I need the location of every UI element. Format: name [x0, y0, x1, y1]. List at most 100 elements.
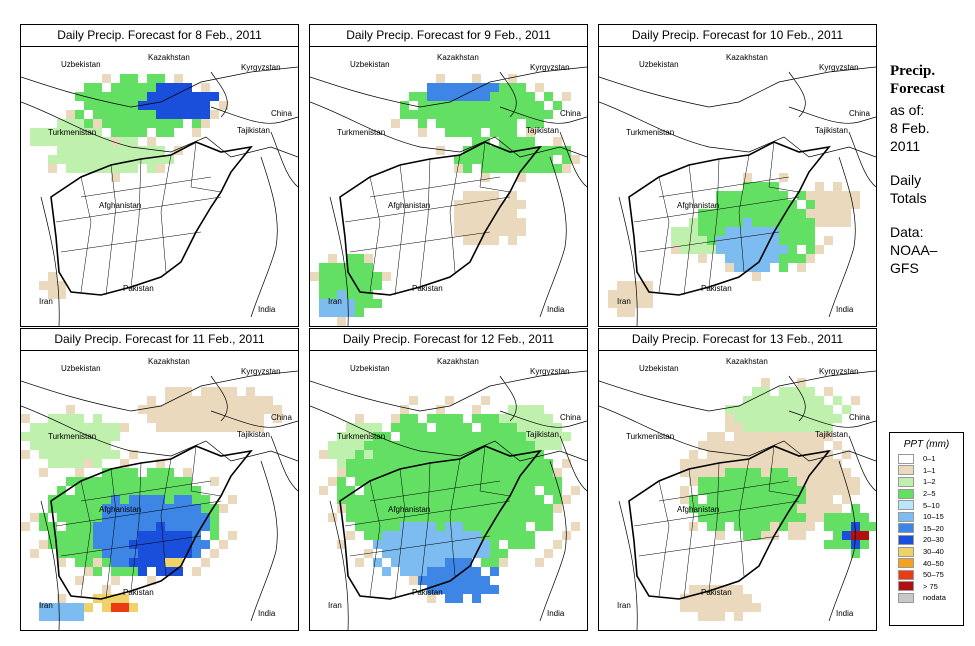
- precip-cell: [436, 83, 445, 92]
- precip-cell: [156, 110, 165, 119]
- precip-cell: [346, 459, 355, 468]
- precip-cell: [418, 441, 427, 450]
- precip-cell: [102, 594, 111, 603]
- precip-cell: [165, 396, 174, 405]
- precip-cell: [39, 522, 48, 531]
- precip-cell: [490, 513, 499, 522]
- precip-cell: [508, 191, 517, 200]
- precip-cell: [535, 558, 544, 567]
- precip-cell: [734, 603, 743, 612]
- precip-cell: [255, 405, 264, 414]
- precip-cell: [707, 236, 716, 245]
- precip-cell: [165, 468, 174, 477]
- precip-cell: [779, 414, 788, 423]
- precip-cell: [815, 209, 824, 218]
- legend-item: 1–1: [890, 465, 963, 477]
- legend-item: 20–30: [890, 534, 963, 546]
- precip-cell: [75, 164, 84, 173]
- precip-cell: [698, 236, 707, 245]
- precip-cell: [743, 495, 752, 504]
- country-label-india: India: [258, 609, 276, 618]
- precip-cell: [689, 468, 698, 477]
- precip-cell: [355, 468, 364, 477]
- precip-cell: [57, 281, 66, 290]
- precip-cell: [743, 459, 752, 468]
- precip-cell: [48, 459, 57, 468]
- precip-cell: [427, 549, 436, 558]
- precip-cell: [346, 495, 355, 504]
- precip-cell: [463, 227, 472, 236]
- precip-cell: [490, 110, 499, 119]
- precip-cell: [806, 486, 815, 495]
- precip-cell: [138, 110, 147, 119]
- precip-cell: [418, 531, 427, 540]
- precip-cell: [463, 504, 472, 513]
- precip-cell: [779, 209, 788, 218]
- precip-cell: [562, 146, 571, 155]
- precip-cell: [111, 549, 120, 558]
- precip-cell: [93, 522, 102, 531]
- precip-cell: [48, 612, 57, 621]
- precip-cell: [499, 522, 508, 531]
- precip-cell: [544, 459, 553, 468]
- province-borders: [344, 141, 511, 296]
- precip-cell: [156, 155, 165, 164]
- precip-cell: [797, 387, 806, 396]
- precip-cell: [472, 513, 481, 522]
- precip-cell: [120, 119, 129, 128]
- precip-cell: [752, 254, 761, 263]
- precip-cell: [824, 414, 833, 423]
- precip-cell: [761, 495, 770, 504]
- precip-cell: [743, 414, 752, 423]
- precip-cell: [364, 432, 373, 441]
- precip-cell: [156, 486, 165, 495]
- precip-cell: [716, 513, 725, 522]
- precip-cell: [201, 387, 210, 396]
- precip-cell: [788, 245, 797, 254]
- precip-cell: [779, 468, 788, 477]
- precip-cell: [445, 432, 454, 441]
- precip-cell: [201, 504, 210, 513]
- precip-cell: [770, 218, 779, 227]
- precip-cell: [734, 468, 743, 477]
- precip-cell: [382, 540, 391, 549]
- precip-cell: [75, 459, 84, 468]
- precip-cell: [129, 450, 138, 459]
- precip-cell: [472, 441, 481, 450]
- precip-cell: [716, 200, 725, 209]
- precip-cell: [192, 495, 201, 504]
- precip-cell: [797, 423, 806, 432]
- precip-cell: [734, 218, 743, 227]
- precip-cell: [93, 110, 102, 119]
- precip-cell: [364, 459, 373, 468]
- precip-cell: [147, 486, 156, 495]
- precip-cell: [165, 414, 174, 423]
- precip-cell: [508, 450, 517, 459]
- precip-cell: [75, 540, 84, 549]
- precip-cell: [698, 227, 707, 236]
- country-label-iran: Iran: [617, 601, 631, 610]
- precip-cell: [788, 227, 797, 236]
- precip-cell: [201, 558, 210, 567]
- precip-cell: [734, 459, 743, 468]
- precip-cell: [842, 191, 851, 200]
- precip-cell: [102, 101, 111, 110]
- country-label-china: China: [271, 109, 292, 118]
- precip-cell: [192, 486, 201, 495]
- country-label-tajikistan: Tajikistan: [815, 430, 848, 439]
- precip-cell: [698, 612, 707, 621]
- precip-cell: [499, 513, 508, 522]
- precip-cell: [192, 522, 201, 531]
- precip-cell: [57, 290, 66, 299]
- precip-cell: [463, 423, 472, 432]
- country-label-india: India: [547, 609, 565, 618]
- precip-cell: [779, 387, 788, 396]
- legend-item: 5–10: [890, 499, 963, 511]
- precip-cell: [472, 495, 481, 504]
- country-label-pakistan: Pakistan: [123, 588, 154, 597]
- precip-cell: [788, 531, 797, 540]
- precip-cell: [255, 414, 264, 423]
- precip-cell: [111, 477, 120, 486]
- precip-cell: [346, 254, 355, 263]
- precip-cell: [499, 504, 508, 513]
